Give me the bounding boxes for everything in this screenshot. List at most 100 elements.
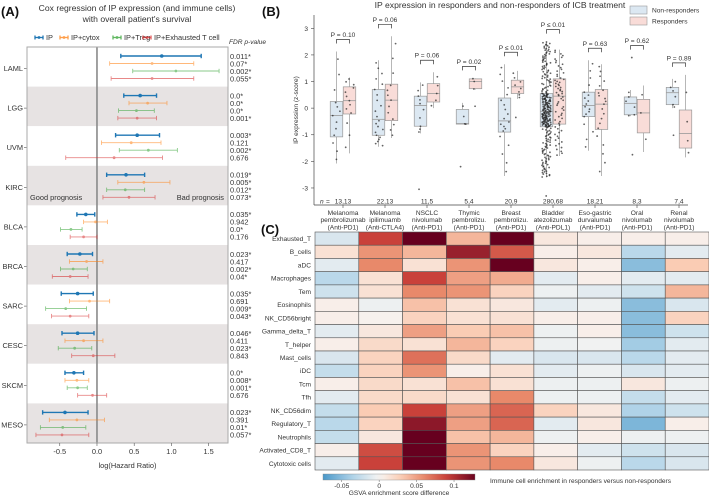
heatmap-cell: [621, 271, 666, 286]
data-point: [554, 82, 557, 85]
heatmap-cell: [577, 324, 622, 339]
box-group: P = 0.89 7,4: [665, 55, 693, 206]
point-estimate: [73, 346, 77, 350]
outlier-point: [514, 116, 517, 119]
data-point: [598, 170, 601, 173]
data-point: [554, 85, 557, 88]
heatmap-cell: [314, 258, 360, 272]
group-label: (Anti-PD1): [622, 224, 653, 231]
heatmap-cell: [577, 231, 622, 246]
data-point: [588, 108, 591, 111]
panel-b-label: (B): [262, 4, 280, 19]
data-point: [546, 119, 549, 122]
data-point: [508, 121, 510, 123]
significance-bracket: [588, 47, 602, 53]
data-point: [602, 144, 605, 146]
heatmap-cell: [621, 377, 666, 391]
point-estimate: [75, 378, 79, 382]
heatmap-cell: [402, 456, 447, 471]
data-point: [546, 76, 549, 78]
heatmap-cell: [621, 456, 666, 471]
y-tick-label: -2: [302, 159, 308, 166]
data-point: [556, 127, 559, 130]
group-label: nivolumab: [622, 217, 652, 224]
legend-item: [59, 35, 69, 40]
row-label: Tem: [299, 289, 312, 296]
data-point: [559, 77, 562, 79]
heatmap-cell: [489, 244, 535, 259]
fdr-value: 0.057*: [230, 431, 251, 440]
data-point: [376, 140, 379, 143]
n-label: 5,4: [464, 199, 473, 206]
fdr-value: 0.008*: [230, 376, 251, 385]
data-point: [585, 113, 587, 116]
data-point: [543, 111, 545, 114]
data-point: [504, 108, 507, 111]
heatmap-cell: [402, 337, 447, 352]
data-point: [548, 96, 551, 99]
row-label: aDC: [298, 262, 311, 269]
heatmap-cell: [489, 231, 535, 246]
cancer-band: [27, 284, 228, 325]
error-bar-ip: [41, 410, 89, 415]
error-bar-ip-treg: [106, 187, 146, 192]
heatmap-cell: [489, 363, 535, 378]
heatmap-cell: [358, 337, 403, 352]
heatmap-cell: [446, 416, 491, 431]
data-point: [379, 136, 381, 139]
group-label: Bladder: [542, 210, 566, 217]
data-point: [559, 52, 562, 55]
p-value-label: P = 0.10: [331, 32, 356, 39]
data-point: [376, 115, 378, 118]
data-point: [625, 100, 627, 103]
data-point: [544, 142, 547, 145]
heatmap-cell: [446, 456, 491, 471]
non-responder-box: [329, 101, 344, 138]
data-point: [549, 78, 552, 81]
data-point: [585, 138, 588, 141]
data-point: [548, 129, 551, 132]
heatmap-cell: [621, 430, 666, 444]
data-point: [543, 45, 546, 48]
data-point: [603, 103, 605, 106]
data-point: [561, 96, 564, 98]
heatmap-cell: [664, 231, 709, 246]
row-label: Activated_CD8_T: [259, 448, 311, 455]
heatmap-cell: [402, 311, 447, 325]
data-point: [419, 125, 422, 128]
data-point: [548, 173, 551, 176]
responder-box: [594, 89, 609, 130]
data-point: [541, 68, 544, 71]
data-point: [541, 77, 544, 80]
data-point: [557, 83, 560, 86]
data-point: [558, 131, 560, 134]
data-point: [375, 61, 378, 64]
data-point: [505, 170, 508, 173]
data-point: [501, 153, 504, 155]
data-point: [541, 92, 543, 95]
data-point: [333, 134, 336, 137]
error-bar-ip-cytox: [64, 338, 104, 343]
data-point: [547, 122, 549, 125]
data-point: [417, 95, 420, 98]
data-point: [345, 95, 348, 98]
x-axis-label: log(Hazard Ratio): [99, 461, 157, 470]
heatmap-cell: [533, 456, 578, 471]
colorbar-tick-label: 0: [377, 483, 381, 490]
legend-point-icon: [115, 36, 119, 39]
data-point: [541, 112, 544, 115]
data-point: [549, 121, 552, 124]
heatmap-cell: [664, 443, 709, 458]
error-bar-ip-exhausted-t-cell: [110, 76, 195, 81]
cancer-band: [27, 126, 228, 166]
colorbar: [322, 473, 476, 481]
heatmap-cell: [664, 284, 709, 299]
data-point: [545, 175, 548, 178]
data-point: [545, 157, 547, 160]
heatmap-cell: [621, 350, 666, 365]
cancer-band: [27, 86, 228, 127]
point-estimate: [63, 410, 67, 415]
data-point: [559, 66, 562, 69]
data-point: [381, 144, 384, 147]
data-point: [434, 99, 437, 102]
